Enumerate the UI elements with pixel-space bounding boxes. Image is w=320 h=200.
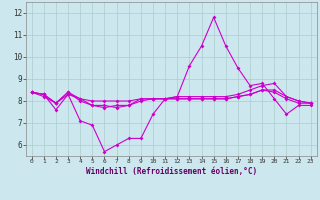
X-axis label: Windchill (Refroidissement éolien,°C): Windchill (Refroidissement éolien,°C): [86, 167, 257, 176]
